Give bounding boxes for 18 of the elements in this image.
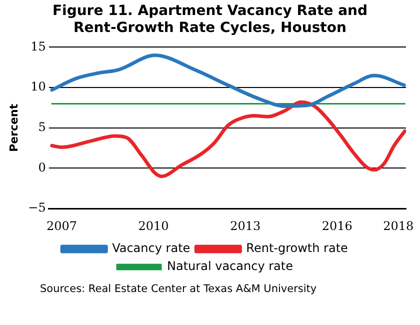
- y-tick-label: −5: [28, 200, 46, 215]
- x-tick-label: 2007: [46, 218, 78, 233]
- y-tick-label: 0: [38, 160, 46, 174]
- line-series: [50, 54, 406, 108]
- y-tick-label: 10: [30, 80, 46, 94]
- source-note: Sources: Real Estate Center at Texas A&M University: [40, 283, 318, 296]
- y-tick-label: 15: [30, 39, 46, 54]
- x-tick-label: 2013: [230, 218, 261, 233]
- y-tick-label: 5: [38, 120, 46, 134]
- x-tick-label: 2010: [138, 218, 169, 233]
- x-tick-label: 2016: [322, 218, 352, 233]
- chart-title: Figure 11. Apartment Vacancy Rate and Rent-Growth Rate Cycles, Houston: [51, 2, 369, 37]
- y-axis-title: Percent: [7, 104, 20, 152]
- legend-label: Vacancy rate: [112, 241, 190, 256]
- line-series: [50, 100, 406, 178]
- x-tick-label: 2018: [383, 218, 414, 233]
- legend-label: Natural vacancy rate: [167, 259, 293, 274]
- legend-label: Rent-growth rate: [246, 241, 348, 256]
